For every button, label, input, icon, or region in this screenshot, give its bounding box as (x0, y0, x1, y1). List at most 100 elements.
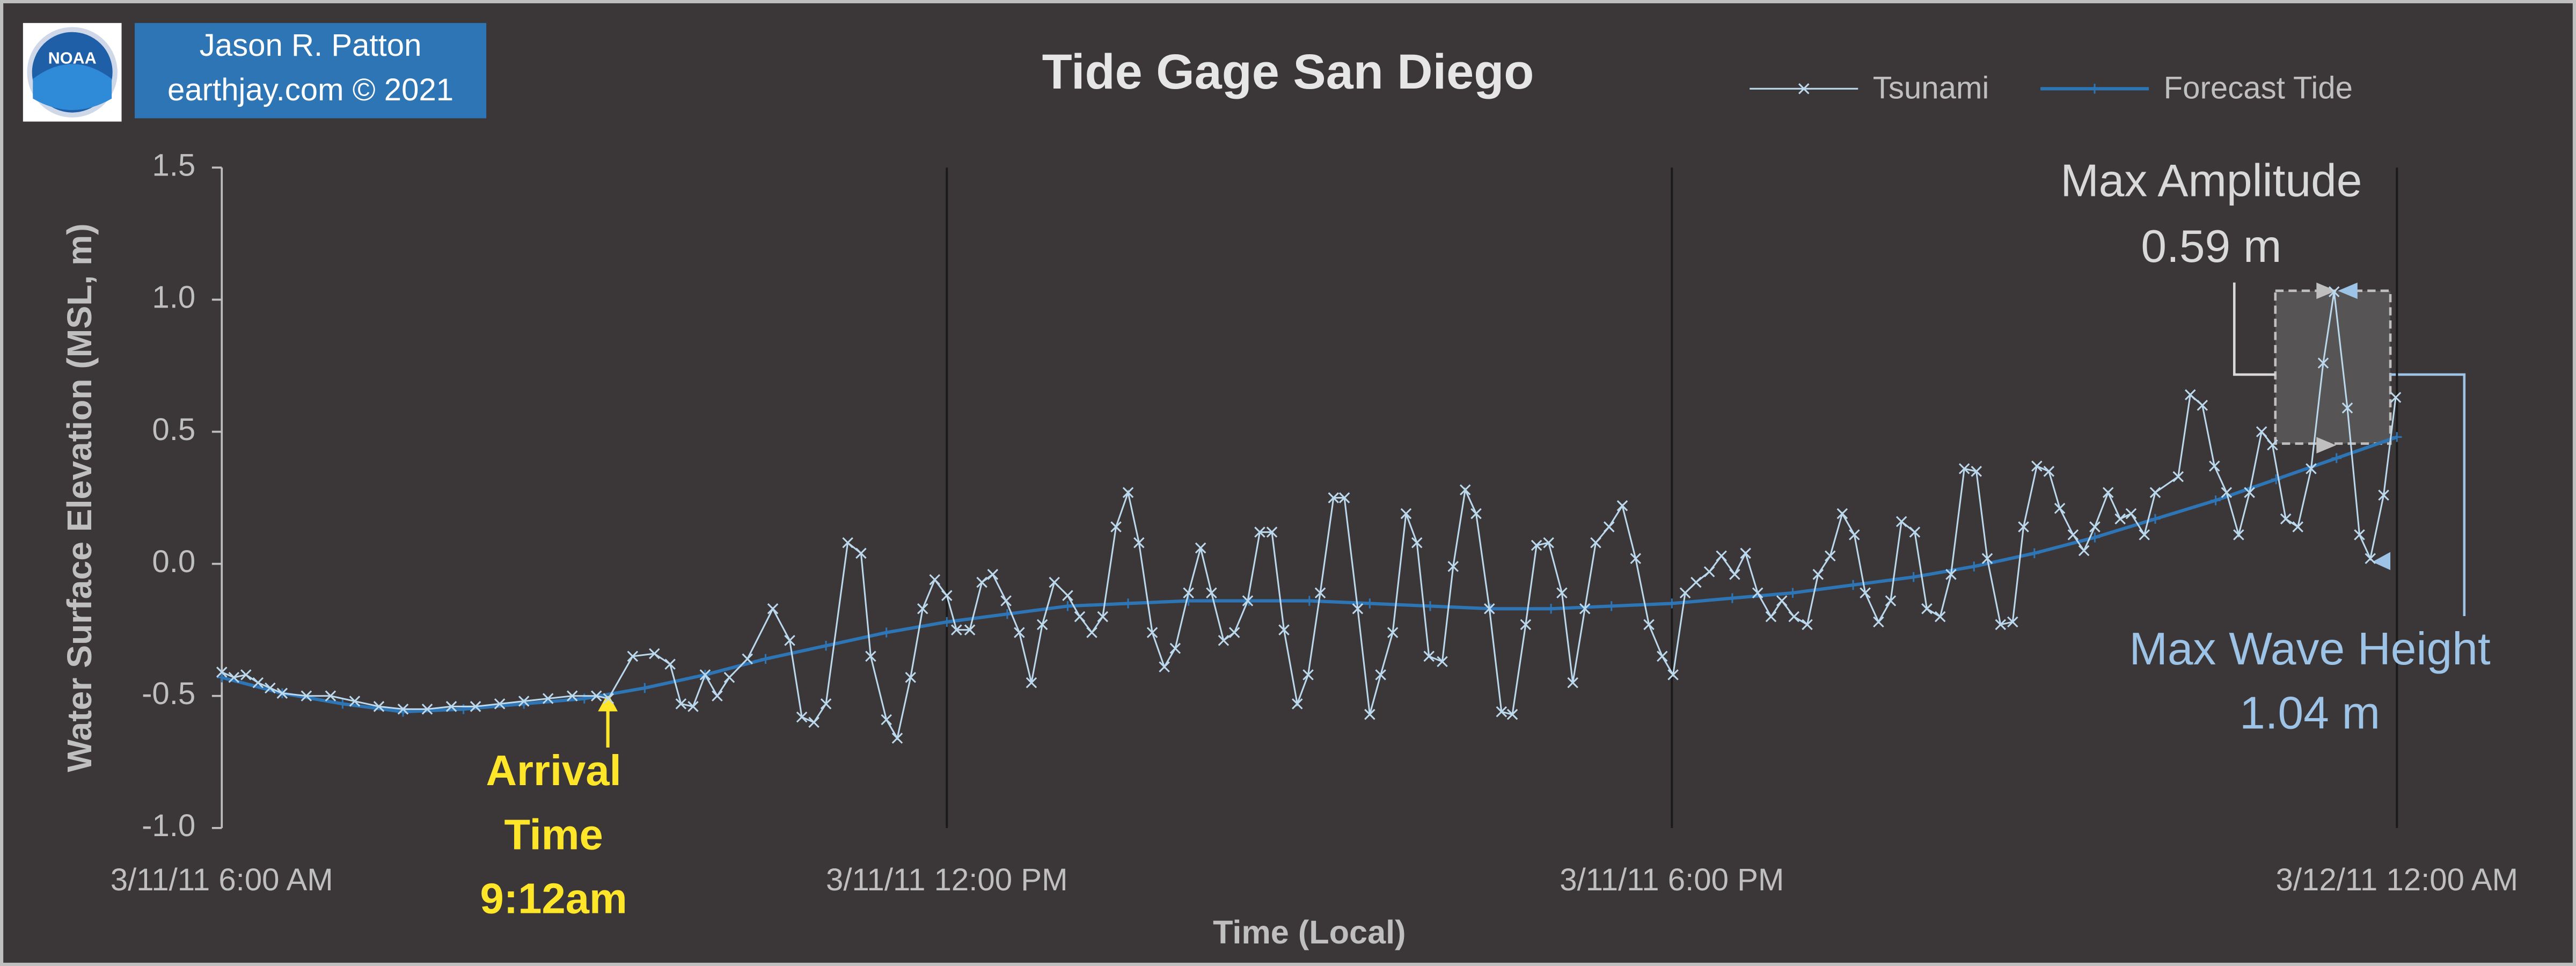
marker (1014, 627, 1025, 638)
y-tick-label: 0.5 (152, 412, 195, 447)
marker (687, 701, 699, 712)
marker (2292, 521, 2303, 532)
marker (1074, 611, 1086, 623)
y-tick-label: -1.0 (142, 808, 195, 843)
marker (1971, 466, 1982, 477)
marker (2256, 426, 2267, 437)
marker (1400, 508, 1412, 519)
marker (276, 687, 288, 699)
marker (1802, 619, 1813, 631)
marker (1945, 569, 1957, 580)
marker (842, 537, 853, 548)
marker (2078, 545, 2090, 557)
marker (808, 716, 819, 728)
marker (1206, 587, 1217, 599)
annotation: Arrival (486, 747, 621, 794)
marker (1908, 572, 1919, 582)
marker (891, 733, 903, 744)
logo-text: NOAA (48, 49, 97, 67)
credit-box (135, 23, 487, 119)
marker (1146, 627, 1158, 638)
marker (1798, 83, 1810, 94)
marker (1387, 627, 1399, 638)
marker (2102, 487, 2114, 498)
marker (1062, 590, 1073, 601)
marker (1365, 598, 1375, 609)
marker (1776, 595, 1788, 606)
marker (1133, 537, 1145, 548)
marker (1981, 553, 1993, 565)
annotation: Max Wave Height (2129, 623, 2491, 675)
marker (942, 617, 952, 627)
marker (217, 672, 227, 683)
marker (1873, 616, 1884, 628)
legend-label: Forecast Tide (2164, 71, 2353, 106)
marker (1123, 598, 1133, 609)
marker (603, 693, 614, 704)
marker (2341, 402, 2353, 414)
marker (1425, 601, 1436, 611)
marker (2211, 495, 2221, 506)
arrival-arrow-head (598, 693, 618, 712)
marker (1848, 580, 1858, 590)
marker (1934, 611, 1946, 623)
marker (2139, 529, 2150, 540)
annotation: Max Amplitude (2060, 155, 2362, 206)
marker (2365, 553, 2376, 565)
marker (1606, 601, 1616, 611)
marker (265, 682, 276, 694)
marker (2114, 513, 2126, 525)
marker (2328, 286, 2340, 297)
marker (767, 603, 779, 614)
marker (2197, 399, 2208, 411)
marker (941, 590, 953, 601)
annotation: 0.59 m (2141, 221, 2281, 272)
marker (2007, 616, 2018, 628)
x-tick-label: 3/11/11 12:00 PM (826, 862, 1067, 897)
x-tick-label: 3/12/11 12:00 AM (2276, 862, 2519, 897)
marker (2149, 487, 2161, 498)
marker (1703, 566, 1715, 577)
marker (1314, 587, 1326, 599)
marker (2067, 529, 2079, 540)
marker (1531, 539, 1542, 551)
marker (1460, 484, 1471, 496)
amplitude-bracket (2233, 282, 2275, 376)
marker (929, 574, 941, 586)
marker (664, 658, 676, 670)
marker (1740, 547, 1751, 559)
marker (1579, 603, 1591, 614)
marker (723, 672, 735, 683)
marker (397, 704, 409, 715)
marker (252, 677, 264, 689)
marker (349, 696, 361, 707)
marker (1086, 627, 1097, 638)
marker (1496, 706, 1507, 718)
amplitude-arrow (2316, 437, 2337, 453)
marker (1630, 553, 1642, 565)
marker (1543, 537, 1554, 548)
marker (2280, 513, 2292, 525)
marker (2090, 532, 2100, 543)
marker (2054, 502, 2066, 514)
marker (1969, 561, 1979, 572)
marker (1338, 492, 1350, 503)
marker (2317, 357, 2329, 369)
marker (1885, 595, 1897, 606)
marker (820, 698, 832, 709)
marker (2089, 521, 2101, 532)
x-tick-label: 3/11/11 6:00 AM (111, 862, 333, 897)
marker (2150, 514, 2161, 524)
marker (1292, 698, 1303, 709)
marker (2378, 489, 2389, 501)
marker (1921, 603, 1933, 614)
marker (1110, 521, 1122, 532)
y-tick-label: 1.5 (152, 148, 195, 183)
marker (1097, 611, 1109, 623)
marker (2209, 460, 2220, 472)
wave-arrow (2372, 552, 2391, 570)
marker (1896, 516, 1907, 528)
marker (1657, 650, 1668, 662)
marker (2172, 471, 2184, 482)
